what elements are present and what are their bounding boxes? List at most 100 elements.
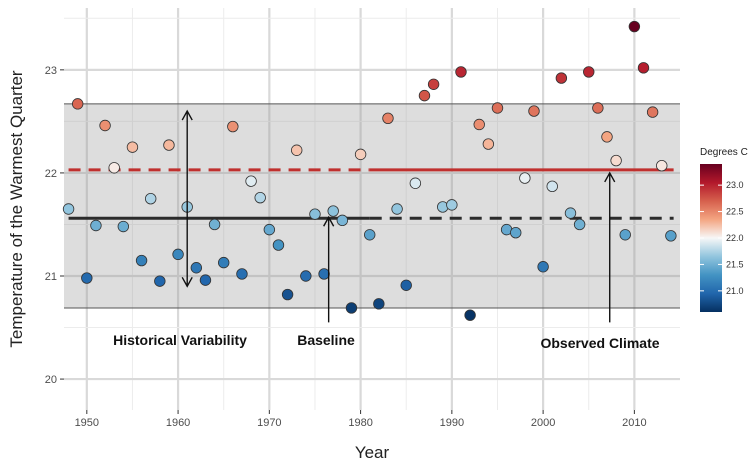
point-1995 [491,102,504,114]
observed-climate-label: Observed Climate [540,335,659,351]
point-1958 [154,275,166,287]
point-2010 [628,20,641,33]
point-1948 [62,203,75,215]
point-2013 [656,160,668,172]
x-tick-label: 2000 [531,417,555,429]
color-legend: Degrees C 21.0 21.5 22.0 22.5 23.0 [700,147,748,312]
x-axis-ticks: 1950 1960 1970 1980 1990 2000 2010 [75,410,647,429]
point-1968 [245,175,257,187]
variability-band-rect [64,103,680,308]
point-1971 [272,239,285,251]
legend-ticks: 21.0 21.5 22.0 22.5 23.0 [700,180,744,296]
baseline-arrow-head-top [323,215,335,227]
point-1967 [236,268,248,280]
point-1991 [455,66,467,78]
data-points [62,20,677,321]
point-1980 [354,148,367,161]
point-1986 [409,177,422,189]
x-tick-label: 2010 [622,417,646,429]
point-2004 [573,218,586,231]
point-1983 [382,112,394,124]
point-1964 [208,218,221,231]
point-1978 [336,214,349,227]
point-1988 [427,78,440,90]
y-tick-label: 23 [45,65,57,77]
y-tick-label: 22 [45,168,57,180]
annotation-arrows [181,109,616,323]
point-1954 [117,220,130,233]
point-2002 [555,72,568,84]
point-1975 [309,208,321,220]
point-1950 [81,272,93,284]
historical-variability-label: Historical Variability [113,332,247,348]
y-tick-label: 20 [45,374,57,386]
point-1992 [464,309,476,321]
legend-tick-label: 21.0 [726,286,744,296]
point-1990 [446,199,458,211]
point-1952 [99,119,111,132]
legend-tick-label: 22.5 [726,207,744,217]
point-1953 [108,162,120,174]
point-1960 [172,248,184,261]
point-1976 [318,268,330,280]
point-1949 [71,98,84,110]
x-tick-label: 1970 [257,417,281,429]
legend-tick-label: 21.5 [726,259,744,269]
point-2000 [537,261,549,273]
point-2011 [637,62,650,74]
grid [64,8,680,410]
point-2009 [619,229,631,241]
point-1969 [254,191,266,204]
observed-climate-arrow-head-top [604,171,616,183]
point-1998 [519,172,531,184]
y-axis-ticks: 20 21 22 23 [45,65,64,386]
point-2008 [610,154,622,167]
point-1973 [291,144,303,156]
point-1965 [218,256,230,269]
historical-variability-arrow-head-bottom [181,276,193,288]
x-axis-title: Year [355,443,390,462]
point-2003 [564,207,577,219]
x-tick-label: 1960 [166,417,190,429]
y-tick-label: 21 [45,271,57,283]
point-1955 [126,141,139,153]
legend-tick-label: 23.0 [726,180,744,190]
point-1962 [190,262,203,274]
point-2006 [592,102,604,114]
point-2012 [646,106,659,118]
point-2014 [665,230,677,242]
point-1994 [482,138,495,150]
point-1951 [90,219,102,232]
point-1979 [345,302,358,314]
x-tick-label: 1980 [348,417,372,429]
x-tick-label: 1990 [440,417,464,429]
point-2001 [546,180,558,193]
baseline-label: Baseline [297,332,355,348]
point-1966 [227,120,239,133]
point-1959 [163,139,175,151]
legend-tick-label: 22.0 [726,233,744,243]
point-1987 [418,89,431,102]
point-2005 [583,66,595,78]
point-1972 [281,288,294,301]
point-1963 [199,274,212,286]
point-1984 [391,203,403,215]
historical-variability-arrow-head-top [181,109,193,121]
annotation-labels: Historical Variability Baseline Observed C… [113,332,660,351]
point-1974 [300,270,312,282]
point-1977 [327,205,339,217]
x-tick-label: 1950 [75,417,99,429]
point-1957 [144,192,157,205]
point-1993 [473,118,485,131]
reference-lines [68,168,674,220]
legend-title: Degrees C [700,147,748,158]
point-2007 [601,131,613,143]
point-1985 [400,279,412,291]
point-1956 [135,254,148,267]
y-axis-title: Temperature of the Warmest Quarter [7,70,26,347]
point-1997 [510,227,522,239]
variability-band [64,103,680,309]
point-1981 [364,229,376,241]
legend-color-bar [700,164,722,312]
